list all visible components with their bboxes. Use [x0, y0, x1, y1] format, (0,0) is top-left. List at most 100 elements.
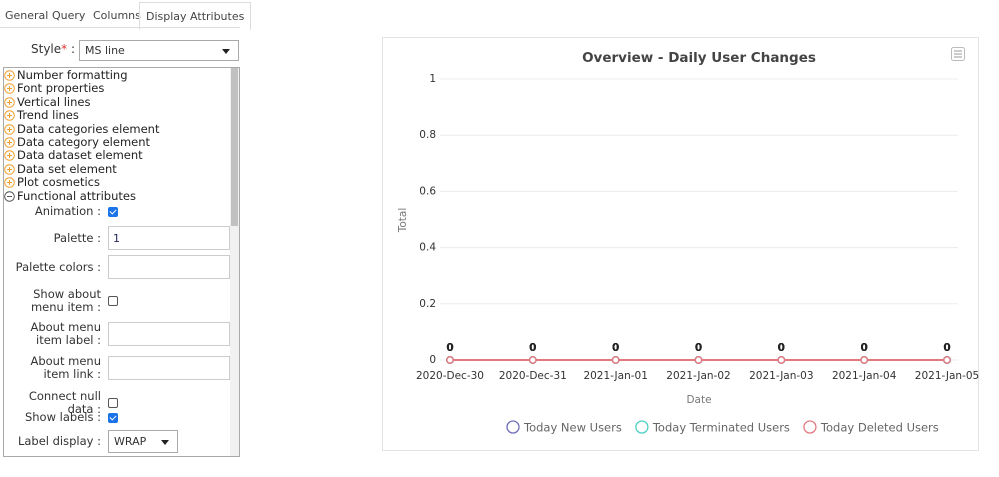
data-label: 0 [861, 342, 868, 354]
node-label: Data categories element [17, 121, 160, 136]
tree-node[interactable]: Data category element [4, 136, 150, 149]
data-label: 0 [695, 342, 702, 354]
toggle-icon[interactable] [4, 150, 15, 162]
toggle-icon[interactable] [4, 83, 15, 95]
tab[interactable]: General [5, 9, 49, 22]
data-label: 0 [695, 342, 702, 354]
x-tick-label: 2021-Jan-03 [749, 370, 813, 382]
node-label: Data category element [17, 135, 151, 149]
node-label: Trend lines [17, 108, 79, 123]
data-label: 0 [861, 342, 868, 354]
tree-node[interactable]: Data dataset element [4, 149, 143, 162]
text-input[interactable] [108, 255, 230, 279]
field-label: Animation : [34, 204, 101, 218]
toggle-icon[interactable] [4, 123, 15, 135]
style-select[interactable]: MS line [79, 40, 239, 61]
data-label: 0 [943, 342, 950, 354]
form-row: About menu item link : [4, 355, 230, 381]
tab[interactable]: Query [52, 9, 86, 22]
y-tick-label: 1 [429, 73, 436, 85]
legend-label[interactable]: Today Deleted Users [820, 421, 939, 435]
legend-marker [803, 420, 817, 434]
x-tick-label: 2021-Jan-02 [666, 370, 730, 382]
x-tick-label: 2021-Jan-04 [832, 370, 897, 382]
toggle-icon[interactable] [4, 137, 15, 148]
form-row: Connect null data : [4, 390, 118, 416]
data-point [860, 356, 869, 364]
data-point [777, 356, 786, 364]
form-row: About menu item label : [4, 321, 230, 347]
tree-node[interactable]: Font properties [4, 82, 104, 95]
checkbox[interactable] [108, 296, 118, 306]
y-tick-label: 0.4 [419, 242, 436, 254]
y-axis-title: Total [397, 208, 409, 234]
scroll-thumb[interactable] [231, 68, 238, 226]
chart-card [382, 37, 979, 451]
toggle-icon[interactable] [4, 163, 15, 175]
label-suffix: : [67, 42, 75, 56]
chart-menu[interactable] [951, 47, 965, 61]
toggle-icon[interactable] [4, 70, 15, 81]
form-row: Label display : WRAP [4, 430, 178, 453]
data-label: 0 [778, 342, 785, 354]
legend-label[interactable]: Today New Users [523, 421, 622, 435]
field-label: Palette colors : [15, 259, 101, 274]
data-label: 0 [446, 342, 453, 354]
tree-node[interactable]: Trend lines [4, 109, 79, 122]
form-row: Palette colors : [4, 255, 230, 279]
tree-node[interactable]: Data categories element [4, 121, 160, 136]
text-input[interactable] [108, 356, 230, 380]
tree-node[interactable]: Vertical lines [4, 95, 90, 109]
checkbox[interactable] [108, 206, 118, 217]
checkbox[interactable] [108, 412, 118, 423]
node-label: Data set element [17, 161, 117, 176]
data-point [528, 356, 537, 364]
required-mark: * [61, 42, 68, 56]
data-label: 0 [446, 342, 453, 354]
legend-label[interactable]: Today Terminated Users [652, 421, 790, 435]
field-label: Show about menu item : [30, 287, 101, 314]
field-label: Show labels : [24, 410, 101, 424]
data-label: 0 [778, 342, 785, 354]
style-label: Style* : [0, 42, 75, 56]
data-point [694, 356, 703, 364]
field-label: Label display : [17, 434, 101, 448]
data-label: 0 [695, 342, 702, 354]
form-row: Show about menu item : [4, 288, 118, 314]
data-label: 0 [943, 342, 950, 354]
data-label: 0 [612, 342, 619, 354]
data-point [446, 356, 454, 364]
chart-title: Overview - Daily User Changes [582, 50, 816, 66]
x-tick-label: 2021-Jan-01 [583, 370, 647, 382]
data-label: 0 [861, 342, 868, 354]
toggle-icon[interactable] [4, 177, 15, 188]
tree-node[interactable]: Functional attributes [4, 189, 136, 203]
field-label: Palette : [53, 230, 101, 245]
x-tick-label: 2021-Jan-05 [915, 370, 979, 382]
toggle-icon[interactable] [4, 110, 15, 121]
data-label: 0 [778, 342, 785, 354]
data-point [611, 356, 620, 364]
form-row: Show labels : [4, 411, 118, 424]
tree-node[interactable]: Plot cosmetics [4, 176, 100, 189]
x-axis-title: Date [686, 394, 711, 406]
toggle-icon[interactable] [4, 190, 15, 202]
text-input[interactable] [108, 322, 230, 346]
text-input[interactable]: 1 [108, 226, 230, 250]
tab[interactable]: Display Attributes [139, 2, 252, 31]
tree-node[interactable]: Data set element [4, 161, 117, 176]
data-point [943, 356, 951, 364]
field-label: About menu item label : [30, 320, 101, 347]
tab[interactable]: Columns [93, 9, 141, 22]
scrollbar[interactable] [230, 68, 239, 456]
data-label: 0 [612, 342, 619, 354]
tree-node[interactable]: Number formatting [4, 69, 128, 82]
legend-marker [635, 420, 649, 434]
checkbox[interactable] [108, 398, 118, 408]
toggle-icon[interactable] [4, 96, 15, 108]
data-label: 0 [529, 342, 536, 354]
select[interactable]: WRAP [108, 430, 178, 453]
data-label: 0 [529, 342, 536, 354]
x-tick-label: 2020-Dec-30 [416, 370, 484, 382]
